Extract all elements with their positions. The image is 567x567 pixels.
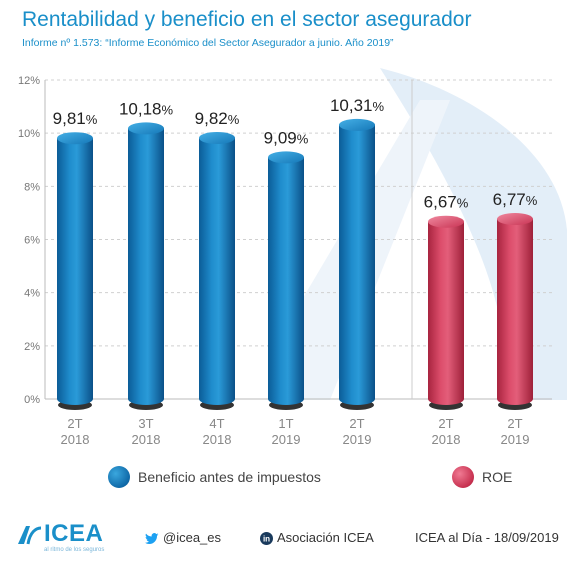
y-tick-label: 8% [24,181,40,193]
bar [57,138,93,405]
icea-logo-icon [18,526,42,545]
bar-top [428,215,464,228]
legend-item-roe: ROE [452,466,512,488]
data-label: 10,31% [330,96,385,115]
x-tick-label: 2T [438,416,453,431]
bar [339,124,375,405]
bars: 9,81% 10,18% 9,82% 9,09% 10,31% 6,67% 6,77% [53,96,538,410]
linkedin-name: Asociación ICEA [277,530,374,545]
bar-top [339,118,375,131]
y-tick-label: 4% [24,288,40,300]
data-label: 6,67% [424,193,469,212]
data-label: 9,82% [195,109,240,128]
x-tick-label: 2T [67,416,82,431]
background-swoosh [380,68,567,400]
data-label: 10,18% [119,99,174,118]
linkedin-icon: in [260,532,273,546]
svg-text:in: in [263,535,270,544]
y-tick-label: 12% [18,75,40,87]
x-tick-label: 3T [138,416,153,431]
bar [199,137,235,405]
icea-logo: ICEA [14,520,103,548]
data-label: 6,77% [493,190,538,209]
x-tick-label: 2018 [432,432,461,447]
y-tick-label: 10% [18,128,40,140]
icea-logo-text: ICEA [44,520,104,547]
y-tick-label: 2% [24,341,40,353]
x-tick-label: 2019 [501,432,530,447]
bar-top [199,131,235,144]
bar [268,157,304,405]
x-tick-label: 2018 [61,432,90,447]
y-tick-label: 6% [24,235,40,247]
bar-chart: 0% 2% 4% 6% 8% 10% 12% 9,81% 10,18% 9,82% 9,09% 10… [18,68,567,447]
bar [497,219,533,405]
bar-top [57,132,93,145]
data-label: 9,09% [264,128,309,147]
bar-top [128,122,164,135]
twitter-handle: @icea_es [163,530,222,545]
legend-item-beneficio: Beneficio antes de impuestos [108,466,321,488]
y-tick-label: 0% [24,394,40,406]
legend-label-beneficio: Beneficio antes de impuestos [138,469,321,485]
x-tick-label: 4T [209,416,224,431]
twitter-link[interactable]: @icea_es [145,530,221,545]
legend-swatch-blue [108,466,130,488]
publication-date: ICEA al Día - 18/09/2019 [415,530,559,545]
chart-subtitle: Informe nº 1.573: “Informe Económico del… [22,37,394,49]
bar [128,128,164,406]
x-axis: 2T20183T20184T20181T20192T20192T20182T20… [61,416,530,447]
x-tick-label: 2018 [203,432,232,447]
x-tick-label: 2T [507,416,522,431]
linkedin-link[interactable]: in Asociación ICEA [260,530,374,546]
chart-title: Rentabilidad y beneficio en el sector as… [22,8,472,31]
x-tick-label: 2019 [272,432,301,447]
bar-top [268,151,304,164]
twitter-icon [145,532,159,544]
x-tick-label: 2T [349,416,364,431]
data-label: 9,81% [53,109,98,128]
bar [428,221,464,405]
bar-top [497,213,533,226]
legend-label-roe: ROE [482,469,513,485]
x-tick-label: 2019 [343,432,372,447]
x-tick-label: 2018 [132,432,161,447]
legend-swatch-red [452,466,474,488]
icea-logo-tagline: al ritmo de los seguros [44,547,105,553]
x-tick-label: 1T [278,416,293,431]
